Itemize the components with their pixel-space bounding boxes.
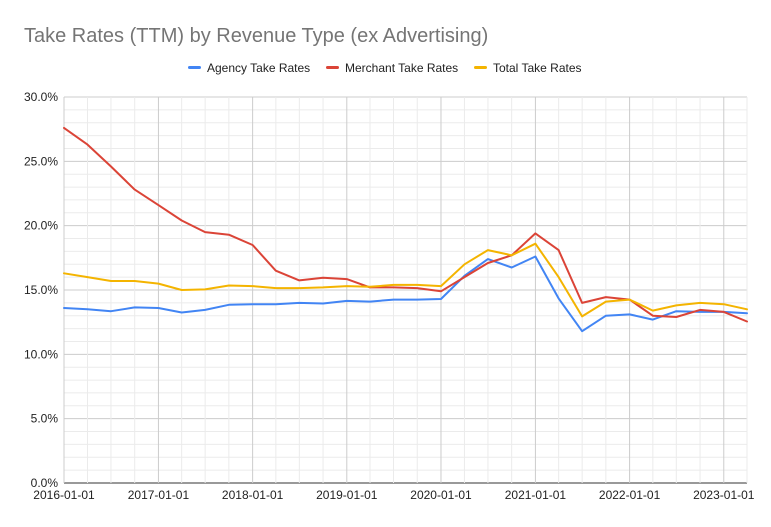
y-tick-label: 0.0% [31,476,59,490]
series-line-agency[interactable] [63,255,748,333]
legend-swatch-merchant [326,66,339,69]
legend-swatch-total [474,66,487,69]
legend-label-total: Total Take Rates [493,61,582,75]
chart-title: Take Rates (TTM) by Revenue Type (ex Adv… [24,25,488,47]
x-tick-label: 2016-01-01 [33,488,95,502]
x-tick-label: 2019-01-01 [316,488,378,502]
legend: Agency Take Rates Merchant Take Rates To… [188,61,582,75]
x-tick-label: 2017-01-01 [128,488,190,502]
legend-item-agency[interactable]: Agency Take Rates [188,61,310,75]
legend-item-merchant[interactable]: Merchant Take Rates [326,61,458,75]
y-tick-label: 30.0% [24,90,58,104]
legend-item-total[interactable]: Total Take Rates [474,61,582,75]
gridlines [63,96,748,484]
series-line-merchant[interactable] [63,126,748,323]
legend-swatch-agency [188,66,201,69]
x-tick-label: 2022-01-01 [599,488,661,502]
y-axis: 0.0% 5.0% 10.0% 15.0% 20.0% 25.0% 30.0% [24,90,58,490]
y-tick-label: 5.0% [31,412,59,426]
series-line-total[interactable] [63,242,748,318]
x-tick-label: 2018-01-01 [222,488,284,502]
y-tick-label: 25.0% [24,154,58,168]
legend-label-agency: Agency Take Rates [207,61,310,75]
x-tick-label: 2021-01-01 [505,488,567,502]
x-axis: 2016-01-01 2017-01-01 2018-01-01 2019-01-01… [33,488,754,502]
y-tick-label: 10.0% [24,347,58,361]
x-tick-label: 2023-01-01 [693,488,755,502]
x-tick-label: 2020-01-01 [410,488,472,502]
legend-label-merchant: Merchant Take Rates [345,61,458,75]
y-tick-label: 20.0% [24,219,58,233]
series-lines [63,126,748,333]
y-tick-label: 15.0% [24,283,58,297]
